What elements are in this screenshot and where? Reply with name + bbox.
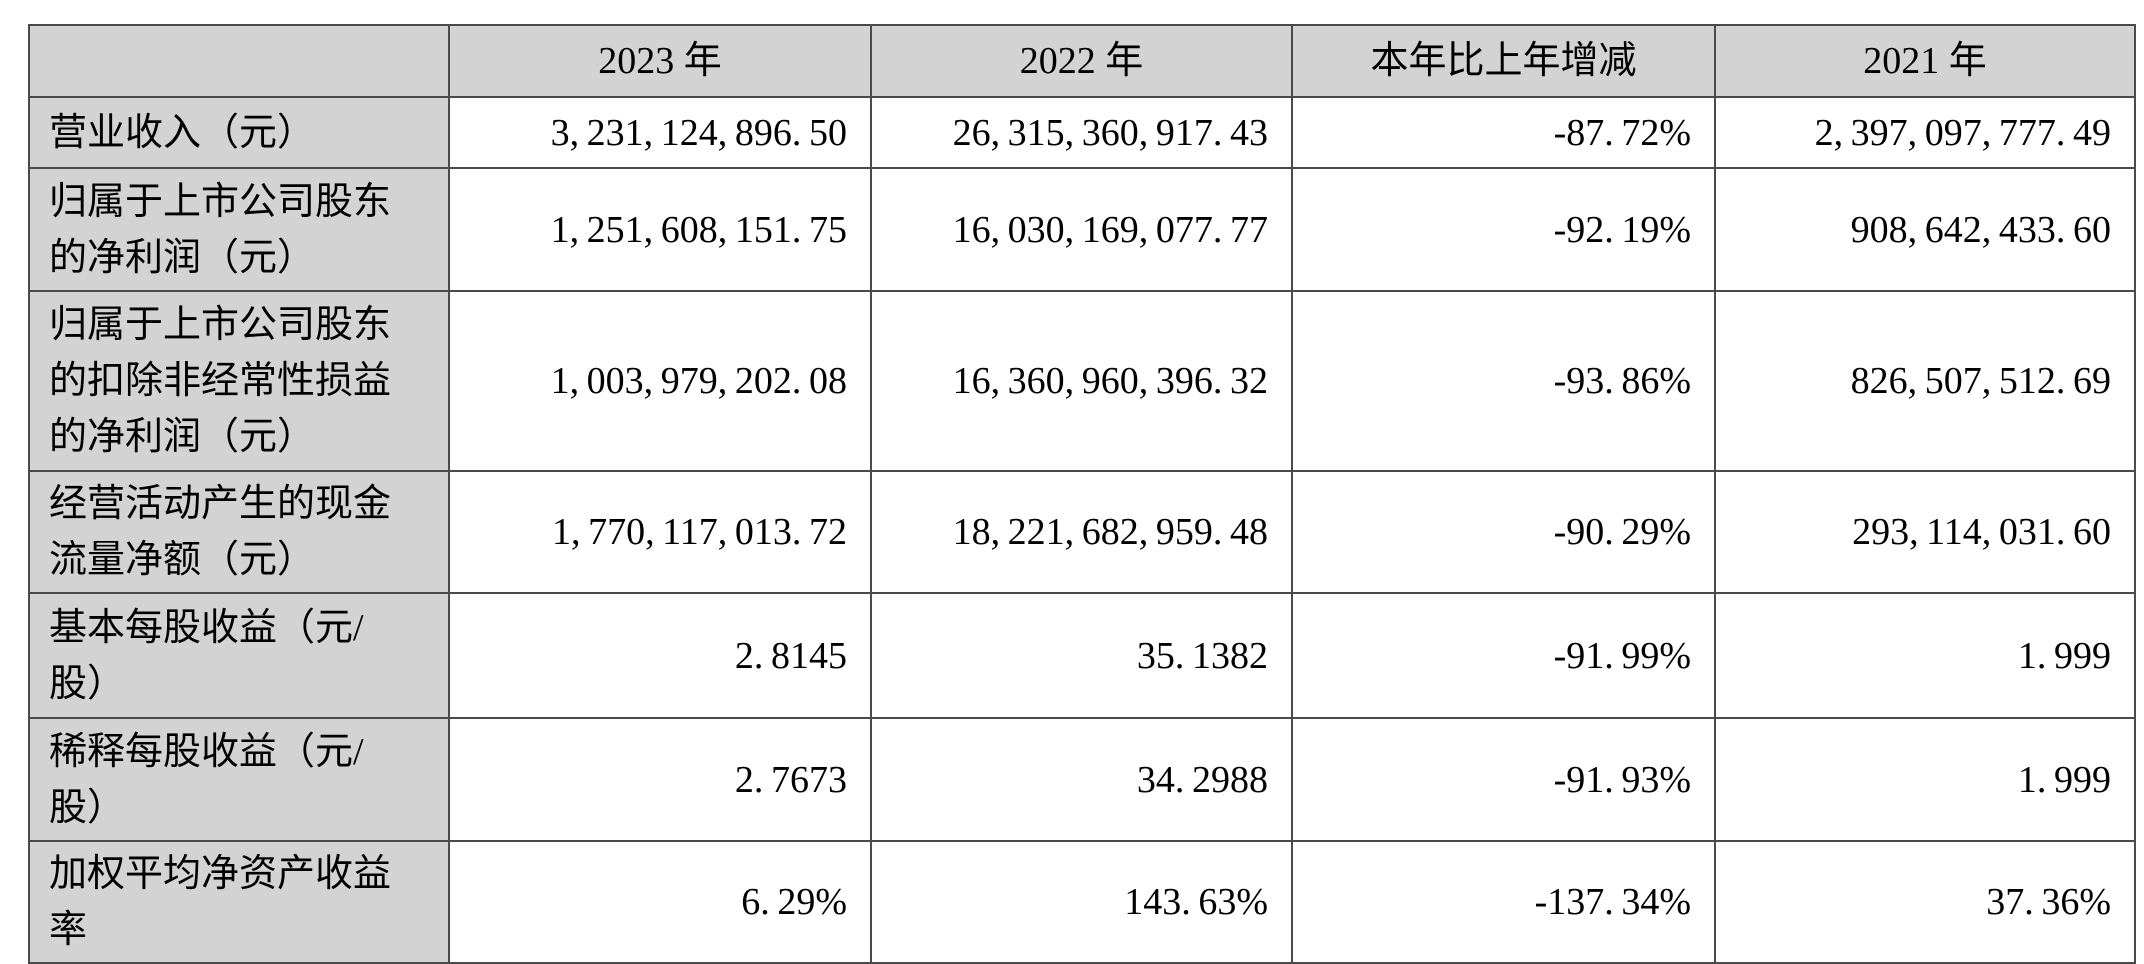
- table-row-diluted-eps: 稀释每股收益（元/ 股） 2. 7673 34. 2988 -91. 93% 1…: [28, 717, 2136, 842]
- metric-label-cell: 稀释每股收益（元/ 股）: [28, 717, 450, 842]
- yoy-change-cell: -91. 93%: [1291, 717, 1716, 842]
- yoy-change-cell: -90. 29%: [1291, 470, 1716, 594]
- col-header-2022: 2022 年: [870, 24, 1293, 98]
- metric-label-cell: 归属于上市公司股东 的扣除非经常性损益 的净利润（元）: [28, 290, 450, 472]
- value-2021-cell: 908, 642, 433. 60: [1714, 167, 2136, 292]
- table-row-net-profit-excl-nonrecurring: 归属于上市公司股东 的扣除非经常性损益 的净利润（元） 1, 003, 979,…: [28, 290, 2136, 472]
- value-2022-cell: 143. 63%: [870, 840, 1293, 964]
- key-metrics-table: 2023 年 2022 年 本年比上年增减 2021 年 营业收入（元） 3, …: [28, 24, 2136, 964]
- table-row-weighted-avg-roe: 加权平均净资产收益 率 6. 29% 143. 63% -137. 34% 37…: [28, 840, 2136, 964]
- value-2023-cell: 3, 231, 124, 896. 50: [448, 96, 872, 169]
- table-header-row: 2023 年 2022 年 本年比上年增减 2021 年: [28, 24, 2136, 98]
- table-row-operating-cash-flow: 经营活动产生的现金 流量净额（元） 1, 770, 117, 013. 72 1…: [28, 470, 2136, 594]
- value-2022-cell: 16, 360, 960, 396. 32: [870, 290, 1293, 472]
- table-row-revenue: 营业收入（元） 3, 231, 124, 896. 50 26, 315, 36…: [28, 96, 2136, 169]
- col-header-yoy-change: 本年比上年增减: [1291, 24, 1716, 98]
- value-2022-cell: 18, 221, 682, 959. 48: [870, 470, 1293, 594]
- value-2022-cell: 34. 2988: [870, 717, 1293, 842]
- yoy-change-cell: -91. 99%: [1291, 592, 1716, 719]
- financial-summary-table: 2023 年 2022 年 本年比上年增减 2021 年 营业收入（元） 3, …: [28, 24, 2138, 964]
- value-2022-cell: 16, 030, 169, 077. 77: [870, 167, 1293, 292]
- value-2023-cell: 6. 29%: [448, 840, 872, 964]
- value-2023-cell: 1, 003, 979, 202. 08: [448, 290, 872, 472]
- value-2021-cell: 1. 999: [1714, 717, 2136, 842]
- value-2023-cell: 2. 8145: [448, 592, 872, 719]
- metric-label-cell: 基本每股收益（元/ 股）: [28, 592, 450, 719]
- value-2023-cell: 2. 7673: [448, 717, 872, 842]
- metric-label-cell: 归属于上市公司股东 的净利润（元）: [28, 167, 450, 292]
- value-2021-cell: 2, 397, 097, 777. 49: [1714, 96, 2136, 169]
- value-2023-cell: 1, 770, 117, 013. 72: [448, 470, 872, 594]
- metric-column-header: [28, 24, 450, 98]
- yoy-change-cell: -93. 86%: [1291, 290, 1716, 472]
- value-2021-cell: 1. 999: [1714, 592, 2136, 719]
- value-2021-cell: 293, 114, 031. 60: [1714, 470, 2136, 594]
- col-header-2023: 2023 年: [448, 24, 872, 98]
- col-header-2021: 2021 年: [1714, 24, 2136, 98]
- metric-label-cell: 营业收入（元）: [28, 96, 450, 169]
- value-2021-cell: 826, 507, 512. 69: [1714, 290, 2136, 472]
- metric-label-cell: 加权平均净资产收益 率: [28, 840, 450, 964]
- value-2022-cell: 35. 1382: [870, 592, 1293, 719]
- yoy-change-cell: -87. 72%: [1291, 96, 1716, 169]
- yoy-change-cell: -137. 34%: [1291, 840, 1716, 964]
- value-2023-cell: 1, 251, 608, 151. 75: [448, 167, 872, 292]
- value-2022-cell: 26, 315, 360, 917. 43: [870, 96, 1293, 169]
- yoy-change-cell: -92. 19%: [1291, 167, 1716, 292]
- table-row-basic-eps: 基本每股收益（元/ 股） 2. 8145 35. 1382 -91. 99% 1…: [28, 592, 2136, 719]
- metric-label-cell: 经营活动产生的现金 流量净额（元）: [28, 470, 450, 594]
- value-2021-cell: 37. 36%: [1714, 840, 2136, 964]
- table-row-net-profit: 归属于上市公司股东 的净利润（元） 1, 251, 608, 151. 75 1…: [28, 167, 2136, 292]
